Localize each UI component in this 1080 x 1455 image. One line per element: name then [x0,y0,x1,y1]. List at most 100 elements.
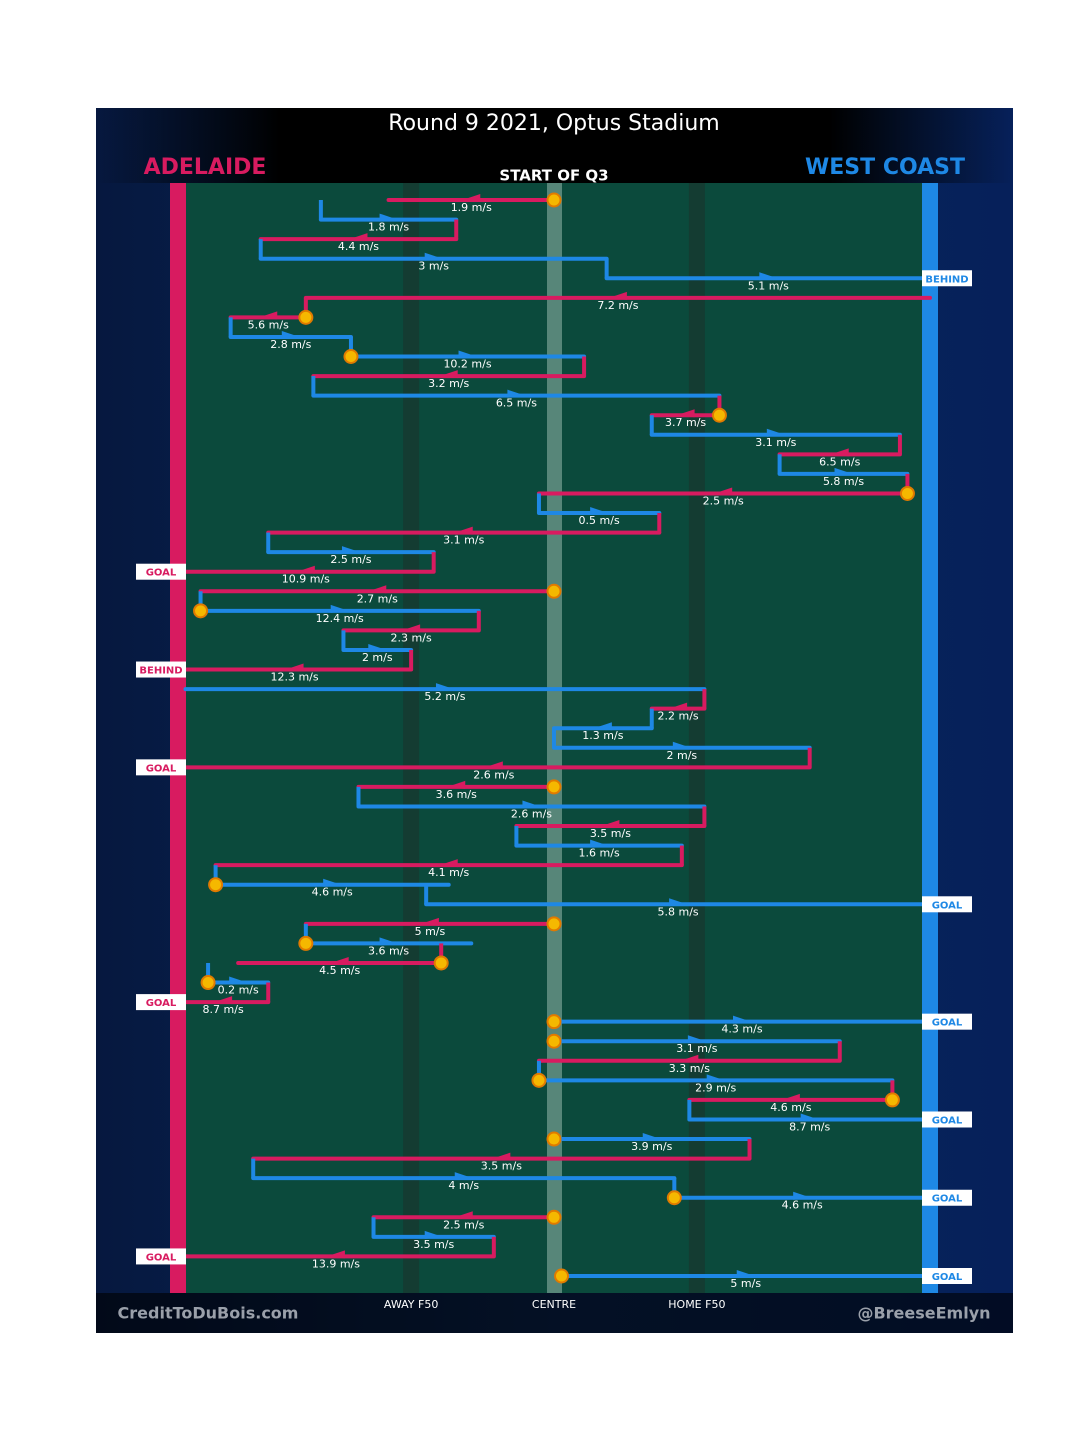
arrow [326,1250,345,1259]
speed-label: 0.5 m/s [579,514,620,527]
arrow [714,487,733,496]
speed-label: 5.2 m/s [424,690,465,703]
arrow [608,291,627,300]
result-label: GOAL [932,1272,963,1283]
stoppage-marker [884,1092,900,1108]
field-line [688,183,705,1293]
arrow [285,663,304,672]
arrow [379,213,398,222]
arrow [593,722,612,731]
arrow [766,428,785,437]
arrow [590,507,609,516]
speed-label: 3.6 m/s [368,944,409,957]
stoppage-marker [546,1033,562,1049]
speed-label: 5.8 m/s [823,475,864,488]
stoppage-marker [546,1209,562,1225]
speed-label: 1.9 m/s [451,201,492,214]
stoppage-marker [208,877,224,893]
stoppage-marker [546,916,562,932]
result-box [922,1268,972,1284]
stoppage-marker [298,309,314,325]
arrow [736,1270,755,1278]
arrow [830,448,849,457]
team-name: ADELAIDE [144,155,267,180]
arrow [793,1191,812,1200]
arrow [454,526,473,535]
field-line [403,183,420,1293]
credit: CreditToDuBois.com [118,1304,299,1323]
stoppage-marker [546,192,562,208]
speed-label: 2.3 m/s [391,631,432,644]
arrow [601,820,620,829]
arrow [454,1211,473,1220]
speed-label: 2.2 m/s [658,710,699,723]
speed-label: 12.4 m/s [316,612,364,625]
speed-label: 3.1 m/s [676,1042,717,1055]
result-box [136,994,186,1011]
speed-label: 2.5 m/s [443,1218,484,1231]
speed-label: 7.2 m/s [597,299,638,312]
result-label: GOAL [932,1194,963,1205]
arrow [669,702,688,711]
arrow [834,467,853,476]
x-tick-label: AWAY F50 [384,1298,438,1311]
arrow [462,194,481,202]
stoppage-marker [193,603,209,619]
speed-label: 2.9 m/s [695,1081,736,1094]
speed-label: 0.2 m/s [218,984,259,997]
arrow [420,917,439,926]
speed-label: 13.9 m/s [312,1257,360,1270]
result-box [922,1013,972,1030]
stoppage-marker [546,779,562,795]
result-label: GOAL [146,763,177,774]
speed-label: 4.4 m/s [338,240,379,253]
x-tick-label: HOME F50 [668,1298,725,1311]
arrow [484,761,503,770]
arrow [672,741,691,750]
speed-label: 8.7 m/s [203,1003,244,1016]
arrow [368,643,387,652]
speed-label: 1.8 m/s [368,221,409,234]
speed-label: 3.5 m/s [590,827,631,840]
footer-band [96,1293,1013,1333]
speed-label: 2.6 m/s [511,807,552,820]
stoppage-marker [433,955,449,971]
result-box [922,1111,972,1128]
arrow [642,1133,661,1142]
stoppage-marker [343,349,359,365]
result-label: BEHIND [139,666,182,677]
result-box [136,759,186,776]
speed-label: 3.5 m/s [481,1160,522,1173]
result-box [922,270,972,287]
speed-label: 2.6 m/s [473,768,514,781]
arrow [492,1152,511,1161]
arrow [368,585,387,594]
arrow [424,252,443,261]
arrow [781,1093,800,1102]
arrow [281,330,300,339]
speed-label: 3.1 m/s [755,436,796,449]
arrow [733,1015,751,1024]
speed-label: 4.5 m/s [319,964,360,977]
stoppage-marker [711,407,727,423]
arrow [296,565,315,574]
arrow [759,272,778,281]
arrow [424,1230,443,1239]
speed-label: 4.3 m/s [721,1023,762,1036]
speed-label: 1.3 m/s [582,729,623,742]
stoppage-marker [899,485,915,501]
arrow [330,604,349,613]
speed-label: 2 m/s [362,651,393,664]
arrow [323,878,342,887]
result-box [136,563,186,580]
speed-label: 4.1 m/s [428,866,469,879]
arrow [687,1035,706,1044]
subtitle: START OF Q3 [499,167,608,185]
result-label: BEHIND [925,274,968,285]
stoppage-marker [531,1072,547,1088]
speed-label: 3.1 m/s [443,534,484,547]
stoppage-marker [200,975,216,991]
speed-label: 5.6 m/s [248,318,289,331]
arrow [706,1074,725,1083]
arrow [522,800,541,809]
